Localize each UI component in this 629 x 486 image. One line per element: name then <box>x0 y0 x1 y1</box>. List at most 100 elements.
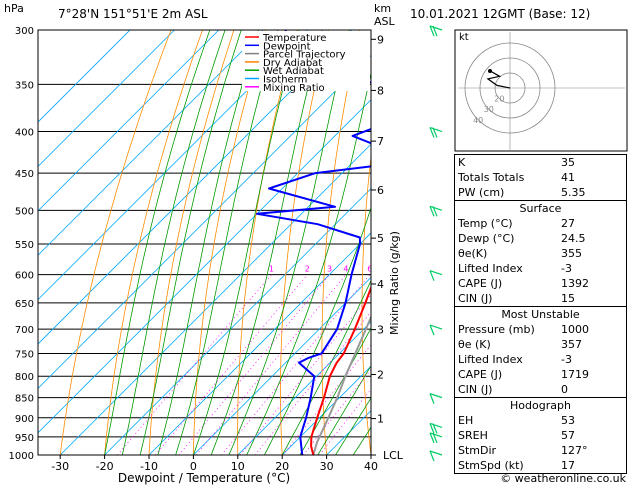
location-title: 7°28'N 151°51'E 2m ASL <box>58 7 208 21</box>
most-unstable-title: Most Unstable <box>501 308 580 321</box>
dry-adiabat-line <box>321 30 361 455</box>
mixing-ratio-label: 2 <box>305 265 310 274</box>
x-tick-label: -30 <box>51 460 69 473</box>
hodograph-ring-label: 40 <box>473 116 483 125</box>
legend-label: Dewpoint <box>263 41 311 52</box>
pressure-tick-label: 900 <box>15 414 34 425</box>
isotherm-line <box>237 321 371 455</box>
x-tick-label: -10 <box>140 460 158 473</box>
mixing-ratio-axis-label: Mixing Ratio (g/kg) <box>388 231 401 335</box>
km-tick-label: 3 <box>377 324 384 337</box>
isotherm-line <box>38 30 308 301</box>
wind-barb-flag <box>429 25 435 37</box>
isotherm-line <box>148 232 371 455</box>
pressure-tick-label: 750 <box>15 349 34 360</box>
wind-barb-flag <box>429 423 435 434</box>
pressure-tick-label: 700 <box>15 325 34 336</box>
pressure-tick-label: 300 <box>15 26 34 37</box>
surface-title: Surface <box>519 202 562 215</box>
wind-barb-flag <box>429 432 435 444</box>
mixing-ratio-label: 1 <box>269 265 274 274</box>
mixing-ratio-line <box>239 293 371 455</box>
wind-barb-flag <box>432 25 438 37</box>
wind-barb-flag <box>429 206 435 217</box>
wet-adiabat-line <box>264 206 371 455</box>
pressure-tick-label: 950 <box>15 433 34 444</box>
surface-section: Surface Temp (°C) 27 Dewp (°C) 24.5 θe(K) 3… <box>455 201 626 307</box>
dry-adiabat-line <box>237 30 298 455</box>
wet-adiabat-line <box>175 30 278 455</box>
wind-barb-flag <box>432 127 438 138</box>
wind-barb <box>429 126 443 133</box>
wind-barb-flag <box>432 432 438 444</box>
x-tick-label: 30 <box>320 460 334 473</box>
isotherm-line <box>38 30 264 256</box>
km-tick-label: 2 <box>377 368 384 381</box>
mu-row: CIN (J) 0 <box>458 383 568 396</box>
skewt-grid <box>38 30 423 455</box>
wet-adiabat-line <box>157 30 259 455</box>
wet-adiabat-line <box>335 397 371 455</box>
wind-barb <box>429 450 443 456</box>
wet-adiabat-line <box>281 279 371 455</box>
wind-barb <box>429 393 443 399</box>
mixing-ratio-label: 20 <box>442 265 452 274</box>
pressure-tick-label: 450 <box>15 169 34 180</box>
hodograph-trace <box>486 70 511 89</box>
hodo-row: StmSpd (kt) 17 <box>458 459 575 472</box>
wet-adiabat-line <box>317 364 371 455</box>
isotherm-line <box>281 365 371 455</box>
surface-row: Dewp (°C) 24.5 <box>458 232 586 245</box>
pressure-tick-label: 1000 <box>9 451 34 462</box>
x-tick-label: 0 <box>190 460 197 473</box>
pressure-tick-label: 550 <box>15 240 34 251</box>
x-tick-label: 20 <box>275 460 289 473</box>
surface-row: Temp (°C) 27 <box>458 217 575 230</box>
skewt-profiles: 1 2 3 4 6 8 10 15 20 25 <box>256 30 452 455</box>
pressure-tick-label: 650 <box>15 299 34 310</box>
parcel-trajectory-line <box>312 314 371 455</box>
wet-adiabat-line <box>104 30 211 455</box>
datetime-title: 10.01.2021 12GMT (Base: 12) <box>410 7 590 21</box>
dry-adiabat-line <box>361 153 371 455</box>
hodograph-unit: kt <box>459 32 469 43</box>
legend-box <box>242 31 370 91</box>
km-tick-label: 5 <box>377 232 384 245</box>
plot-frame <box>37 29 372 456</box>
index-row: K 35 <box>458 156 575 169</box>
km-tick-label: 6 <box>377 184 384 197</box>
index-row: PW (cm) 5.35 <box>458 186 586 199</box>
temperature-line <box>310 284 371 455</box>
km-tick-label: 8 <box>377 84 384 97</box>
hodograph-frame <box>454 29 628 152</box>
wet-adiabat-line <box>122 30 226 455</box>
mu-row: Lifted Index -3 <box>458 353 572 366</box>
wind-barb-flag <box>432 423 438 434</box>
wet-adiabat-line <box>210 30 323 455</box>
hodo-row: SREH 57 <box>458 429 575 442</box>
hpa-label: hPa <box>4 2 24 15</box>
x-tick-label: -20 <box>96 460 114 473</box>
legend-label: Isotherm <box>263 75 307 86</box>
hodo-row: StmDir 127° <box>458 444 588 457</box>
wind-barb <box>429 324 443 330</box>
wet-adiabat-line <box>228 30 350 455</box>
wind-barb <box>429 205 443 211</box>
mu-row: Pressure (mb) 1000 <box>458 323 589 336</box>
hodograph-ring-label: 30 <box>484 105 494 114</box>
pressure-tick-label: 350 <box>15 80 34 91</box>
mixing-ratio-label: 4 <box>343 265 348 274</box>
wind-barb-flag <box>432 206 438 217</box>
dry-adiabat-line <box>401 30 423 455</box>
wet-adiabat-line <box>193 30 300 455</box>
dewpoint-line <box>256 30 371 455</box>
legend-label: Temperature <box>262 33 326 44</box>
mixing-ratio-line <box>178 274 330 455</box>
isotherm-line <box>38 30 220 212</box>
wet-adiabat-line <box>246 71 371 455</box>
stats-panel: K 35 Totals Totals 41 PW (cm) 5.35 Surface … <box>454 154 627 474</box>
hodograph-storm-motion <box>488 69 492 73</box>
hodograph-ring-label: 20 <box>494 95 504 104</box>
